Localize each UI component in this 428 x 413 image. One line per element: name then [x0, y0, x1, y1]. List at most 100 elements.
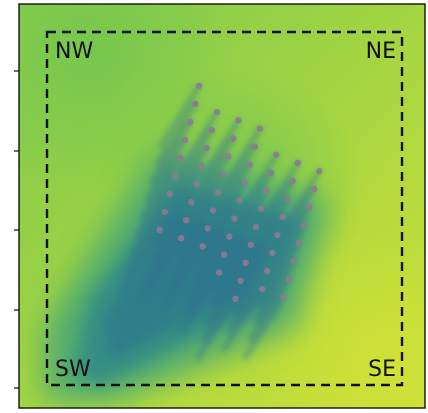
turbine-marker: [257, 205, 265, 212]
wake-streak: [219, 126, 263, 192]
turbine-marker: [252, 223, 260, 230]
wake-streak: [226, 268, 270, 334]
turbine-marker: [280, 294, 287, 301]
wake-streak: [149, 119, 193, 185]
wake-streak: [247, 196, 291, 262]
turbine-marker: [247, 241, 254, 248]
wake-streak: [154, 101, 198, 167]
corner-label-se: SE: [368, 357, 396, 382]
turbine-array: [156, 82, 323, 302]
wake-streak: [210, 242, 254, 308]
wind-field-background: [19, 4, 425, 408]
wake-streak: [192, 135, 236, 201]
turbine-marker: [225, 153, 232, 160]
y-axis-ticks: [14, 70, 19, 389]
turbine-marker: [192, 100, 199, 108]
turbine-marker: [171, 172, 179, 180]
turbine-marker: [161, 208, 168, 216]
turbine-marker: [258, 285, 266, 293]
turbine-marker: [316, 168, 323, 175]
wake-streak: [161, 163, 205, 229]
wake-streak: [243, 294, 287, 360]
turbine-marker: [203, 145, 210, 152]
turbine-marker: [219, 171, 227, 178]
turbine-marker: [209, 207, 217, 214]
turbine-marker: [176, 154, 184, 162]
wake-streak: [236, 232, 280, 298]
wake-streak: [145, 217, 189, 283]
wake-streak: [230, 170, 274, 236]
turbine-marker: [241, 179, 248, 186]
turbine-marker: [300, 222, 308, 229]
turbine-marker: [178, 235, 185, 242]
turbine-marker: [188, 199, 195, 206]
wake-streak: [172, 207, 216, 273]
wake-streak: [205, 260, 249, 326]
wake-streak: [134, 173, 178, 239]
wake-streak: [215, 224, 259, 290]
wake-streak: [209, 162, 253, 228]
turbine-marker: [230, 135, 237, 142]
turbine-marker: [284, 195, 291, 203]
turbine-marker: [269, 249, 276, 257]
wake-streak: [158, 83, 202, 149]
turbine-marker: [285, 276, 292, 283]
turbine-marker: [232, 295, 239, 302]
turbine-marker: [156, 226, 163, 234]
wake-streak: [140, 235, 184, 301]
wake-streak: [139, 155, 183, 221]
wake-streak: [199, 198, 242, 264]
wake-streak: [221, 286, 265, 352]
turbine-marker: [246, 161, 253, 168]
wake-streak: [156, 181, 199, 247]
wake-streak: [252, 178, 296, 244]
turbine-marker: [231, 215, 238, 222]
turbine-marker: [242, 259, 249, 266]
wake-streaks: [119, 83, 322, 362]
wake-streak: [162, 243, 206, 309]
wake-streak: [193, 216, 237, 282]
wake-streak: [257, 160, 301, 226]
corner-label-nw: NW: [55, 39, 93, 64]
turbine-marker: [193, 181, 200, 188]
turbine-marker: [199, 243, 206, 250]
wake-streak: [248, 276, 292, 342]
wake-streak: [278, 168, 322, 234]
turbine-marker: [237, 277, 244, 284]
wake-streak: [235, 152, 279, 218]
turbine-marker: [166, 190, 174, 198]
wake-streak: [178, 270, 222, 336]
turbine-marker: [251, 143, 258, 150]
wake-streak: [220, 206, 264, 272]
wake-streak: [268, 204, 312, 270]
turbine-marker: [236, 197, 243, 204]
turbine-marker: [279, 213, 286, 221]
wake-streak: [242, 214, 285, 280]
wake-streak: [144, 137, 188, 203]
wake-streak: [263, 222, 307, 288]
wake-streak: [225, 188, 269, 254]
turbine-marker: [290, 258, 297, 265]
wake-streak: [166, 145, 210, 211]
turbine-marker: [268, 169, 275, 176]
turbine-marker: [273, 151, 280, 158]
turbine-marker: [262, 187, 270, 194]
turbine-marker: [187, 118, 194, 126]
wake-streak: [258, 240, 302, 306]
wake-streak: [187, 153, 231, 219]
wake-streak: [183, 252, 227, 318]
corner-label-sw: SW: [55, 357, 91, 382]
wake-streak: [129, 191, 173, 257]
wake-streak: [273, 186, 317, 252]
corner-label-ne: NE: [366, 39, 396, 64]
turbine-marker: [226, 233, 233, 240]
wake-streak: [176, 109, 220, 175]
turbine-marker: [182, 136, 189, 144]
turbine-marker: [235, 117, 242, 124]
wake-streak: [214, 144, 258, 210]
turbine-marker: [311, 186, 318, 193]
turbine-marker: [295, 240, 303, 247]
turbine-marker: [183, 217, 190, 224]
wake-streak: [195, 296, 238, 362]
